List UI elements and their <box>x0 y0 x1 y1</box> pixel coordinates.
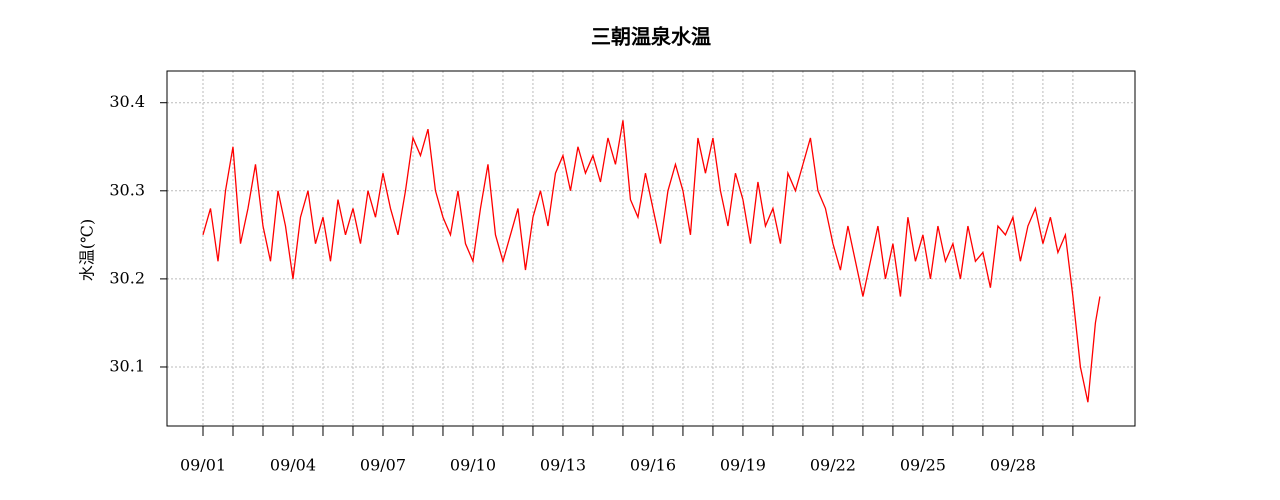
x-tick-label: 09/07 <box>360 456 406 475</box>
x-tick-label: 09/13 <box>540 456 586 475</box>
x-tick-label: 09/16 <box>630 456 676 475</box>
y-tick-label: 30.2 <box>109 268 145 287</box>
y-axis-label: 水温(℃) <box>78 219 97 281</box>
x-tick-label: 09/10 <box>450 456 496 475</box>
y-tick-label: 30.1 <box>109 356 145 375</box>
x-tick-label: 09/04 <box>270 456 316 475</box>
chart-title: 三朝温泉水温 <box>591 25 711 49</box>
data-line <box>202 120 1101 403</box>
x-tick-label: 09/28 <box>990 456 1036 475</box>
x-tick-label: 09/25 <box>900 456 946 475</box>
y-tick-label: 30.4 <box>109 92 145 111</box>
y-tick-label: 30.3 <box>109 180 145 199</box>
plot-frame <box>166 70 1136 427</box>
x-tick-label: 09/22 <box>810 456 856 475</box>
x-tick-label: 09/01 <box>180 456 226 475</box>
x-tick-label: 09/19 <box>720 456 766 475</box>
